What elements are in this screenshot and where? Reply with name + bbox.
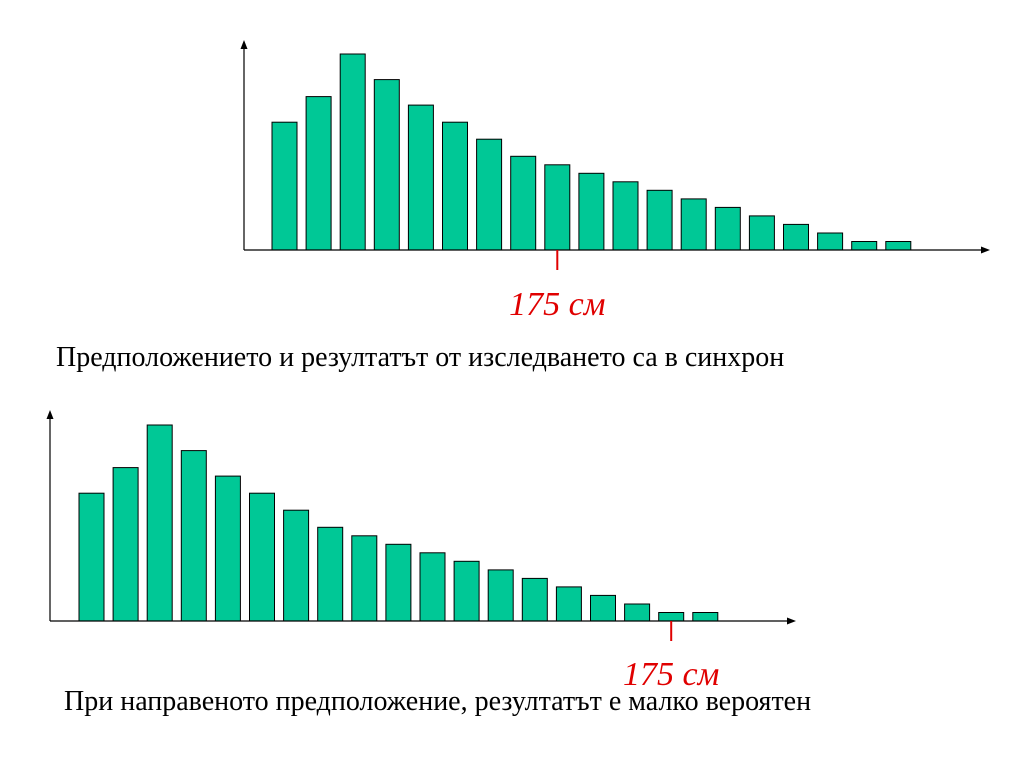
bar-4: [373, 79, 400, 251]
bar-5: [214, 475, 241, 622]
bar-17: [817, 232, 844, 251]
bar-1: [78, 492, 105, 622]
bar-13: [487, 569, 514, 622]
bar-5: [407, 104, 434, 251]
bar-1: [271, 121, 298, 251]
bar-3: [339, 53, 366, 251]
bar-9: [544, 164, 571, 251]
bar-16: [590, 594, 616, 622]
bar-10: [578, 172, 605, 251]
bar-3: [146, 424, 173, 622]
bar-6: [442, 121, 468, 251]
bar-17: [624, 603, 651, 622]
x-axis-arrow-icon: [981, 246, 990, 254]
bar-6: [249, 492, 275, 622]
bar-12: [453, 560, 480, 622]
bar-7: [476, 138, 503, 251]
bar-11: [612, 181, 639, 251]
y-axis-arrow-icon: [46, 410, 54, 419]
bar-12: [646, 189, 673, 251]
bar-10: [385, 543, 412, 622]
bar-19: [692, 612, 719, 622]
histogram-top: 175 см: [240, 40, 990, 323]
bar-15: [555, 586, 582, 622]
bar-14: [714, 206, 741, 251]
y-axis-arrow-icon: [240, 40, 248, 49]
bar-2: [305, 96, 332, 251]
marker-label: 175 см: [623, 656, 719, 693]
bar-16: [783, 223, 809, 251]
marker-label: 175 см: [509, 286, 605, 323]
bar-8: [510, 155, 537, 251]
bar-13: [680, 198, 707, 251]
bar-9: [351, 535, 378, 622]
bar-15: [748, 215, 775, 251]
histogram-bottom: 175 см: [46, 410, 796, 693]
x-axis-arrow-icon: [787, 617, 796, 625]
bar-19: [885, 241, 912, 251]
bar-8: [317, 526, 344, 622]
bar-11: [419, 552, 446, 622]
bar-4: [180, 450, 207, 622]
bar-18: [851, 241, 878, 251]
bar-2: [112, 467, 139, 622]
bar-14: [521, 577, 548, 622]
caption-bottom: При направеното предположение, резултатъ…: [64, 686, 812, 717]
bar-7: [283, 509, 310, 622]
bar-18: [658, 612, 685, 622]
caption-top: Предположението и резултатът от изследва…: [56, 342, 785, 373]
